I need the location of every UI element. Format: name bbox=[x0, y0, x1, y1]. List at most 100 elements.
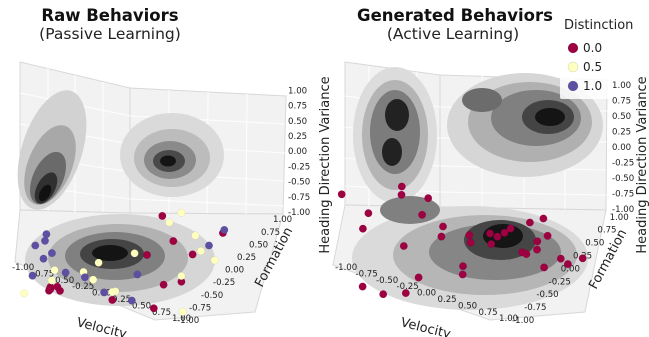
y-tick-label: 0.00 bbox=[225, 266, 244, 276]
data-point-0-5 bbox=[47, 276, 56, 285]
y-tick-label: -0.75 bbox=[524, 303, 546, 313]
scatter-points-left bbox=[20, 208, 229, 316]
data-point-0-5 bbox=[177, 208, 186, 217]
data-point-0-0 bbox=[539, 214, 548, 223]
x-tick-label: -0.75 bbox=[356, 269, 378, 279]
z-tick-label: 0.00 bbox=[612, 143, 631, 153]
z-tick-label: 1.00 bbox=[612, 81, 631, 91]
data-point-0-5 bbox=[50, 266, 59, 275]
z-tick-label: 0.25 bbox=[288, 132, 307, 142]
x-tick-label: 0.75 bbox=[479, 308, 498, 318]
y-tick-label: -0.50 bbox=[536, 290, 558, 300]
z-axis-label-right: Heading Direction Variance bbox=[635, 76, 649, 253]
data-point-1-0 bbox=[220, 225, 229, 234]
data-point-0-5 bbox=[108, 287, 117, 296]
data-point-0-0 bbox=[337, 190, 346, 199]
x-tick-label: -1.00 bbox=[335, 263, 357, 273]
data-point-1-0 bbox=[80, 273, 89, 282]
z-tick-label: -0.75 bbox=[612, 190, 634, 200]
data-point-1-0 bbox=[42, 230, 51, 239]
data-point-0-0 bbox=[364, 209, 373, 218]
chart-title-right: Generated Behaviors bbox=[357, 6, 553, 25]
legend: Distinction 0.0 0.5 1.0 bbox=[560, 18, 633, 99]
y-tick-label: 0.75 bbox=[597, 226, 616, 236]
data-point-0-0 bbox=[397, 182, 406, 191]
x-tick-label: -1.00 bbox=[12, 263, 34, 273]
data-point-1-0 bbox=[41, 236, 50, 245]
y-tick-label: -0.50 bbox=[201, 291, 223, 301]
data-point-0-0 bbox=[379, 290, 388, 299]
data-point-1-0 bbox=[127, 296, 136, 305]
data-point-0-0 bbox=[149, 304, 158, 313]
data-point-0-0 bbox=[556, 254, 565, 263]
data-point-0-0 bbox=[487, 239, 496, 248]
data-point-0-5 bbox=[178, 307, 187, 316]
x-tick-label: 1.00 bbox=[499, 314, 518, 324]
y-tick-label: -0.75 bbox=[189, 303, 211, 313]
z-ticks-right: -1.00 -0.75 -0.50 -0.25 0.00 0.25 0.50 0.75 1.00 bbox=[612, 81, 634, 215]
data-point-0-0 bbox=[522, 250, 531, 259]
data-point-0-0 bbox=[358, 282, 367, 291]
data-point-1-0 bbox=[28, 271, 37, 280]
data-point-1-0 bbox=[39, 254, 48, 263]
data-point-0-0 bbox=[169, 237, 178, 246]
z-axis-label-left: Heading Direction Variance bbox=[318, 76, 333, 253]
y-tick-label: -0.25 bbox=[213, 278, 235, 288]
y-tick-label: 0.25 bbox=[237, 253, 256, 263]
y-tick-label: 0.50 bbox=[249, 240, 268, 250]
data-point-0-0 bbox=[525, 218, 534, 227]
data-point-0-0 bbox=[543, 231, 552, 240]
x-tick-label: 0.25 bbox=[112, 295, 131, 305]
y-tick-label: -1.00 bbox=[512, 316, 534, 326]
z-tick-label: 0.00 bbox=[288, 147, 307, 157]
x-tick-label: -0.50 bbox=[52, 276, 74, 286]
z-tick-label: 0.25 bbox=[612, 128, 631, 138]
data-point-0-0 bbox=[437, 232, 446, 241]
data-point-0-0 bbox=[493, 232, 502, 241]
x-tick-label: 1.00 bbox=[172, 314, 191, 324]
x-tick-label: 0.50 bbox=[132, 301, 151, 311]
z-tick-label: 1.00 bbox=[288, 86, 307, 96]
data-point-0-0 bbox=[533, 237, 542, 246]
data-point-0-5 bbox=[191, 231, 200, 240]
z-tick-label: -0.25 bbox=[288, 162, 310, 172]
scatter-points-right bbox=[337, 182, 587, 299]
data-point-0-0 bbox=[578, 254, 587, 263]
data-point-0-0 bbox=[414, 273, 423, 282]
data-point-1-0 bbox=[47, 249, 56, 258]
legend-label: 1.0 bbox=[583, 79, 602, 93]
data-point-0-0 bbox=[53, 282, 62, 291]
legend-label: 0.5 bbox=[583, 60, 602, 74]
legend-marker bbox=[567, 80, 579, 92]
data-point-0-0 bbox=[46, 285, 55, 294]
x-tick-label: -0.50 bbox=[376, 276, 398, 286]
data-point-0-0 bbox=[500, 228, 509, 237]
data-point-0-0 bbox=[358, 224, 367, 233]
legend-label: 0.0 bbox=[583, 41, 602, 55]
data-point-1-0 bbox=[133, 270, 142, 279]
data-point-0-5 bbox=[20, 289, 29, 298]
panel-left: Raw Behaviors (Passive Learning) bbox=[12, 6, 310, 337]
z-tick-label: 0.50 bbox=[612, 112, 631, 122]
y-tick-label: 0.50 bbox=[585, 239, 604, 249]
data-point-0-0 bbox=[506, 224, 515, 233]
data-point-0-0 bbox=[439, 222, 448, 231]
data-point-1-0 bbox=[61, 268, 70, 277]
kde-contours-right bbox=[352, 67, 603, 310]
z-tick-label: -0.25 bbox=[612, 159, 634, 169]
z-tick-label: -1.00 bbox=[288, 208, 310, 218]
z-tick-label: -1.00 bbox=[612, 205, 634, 215]
y-tick-label: 1.00 bbox=[610, 213, 629, 223]
data-point-1-0 bbox=[100, 288, 109, 297]
data-point-0-5 bbox=[130, 249, 139, 258]
data-point-0-5 bbox=[210, 256, 219, 265]
y-tick-label: -0.25 bbox=[549, 277, 571, 287]
data-point-0-5 bbox=[177, 272, 186, 281]
data-point-0-5 bbox=[196, 247, 205, 256]
data-point-0-0 bbox=[540, 263, 549, 272]
z-tick-label: -0.50 bbox=[612, 174, 634, 184]
legend-title: Distinction bbox=[564, 18, 633, 33]
x-axis-label-right: Velocity bbox=[399, 315, 452, 337]
data-point-1-0 bbox=[204, 241, 213, 250]
y-tick-label: 1.00 bbox=[273, 215, 292, 225]
